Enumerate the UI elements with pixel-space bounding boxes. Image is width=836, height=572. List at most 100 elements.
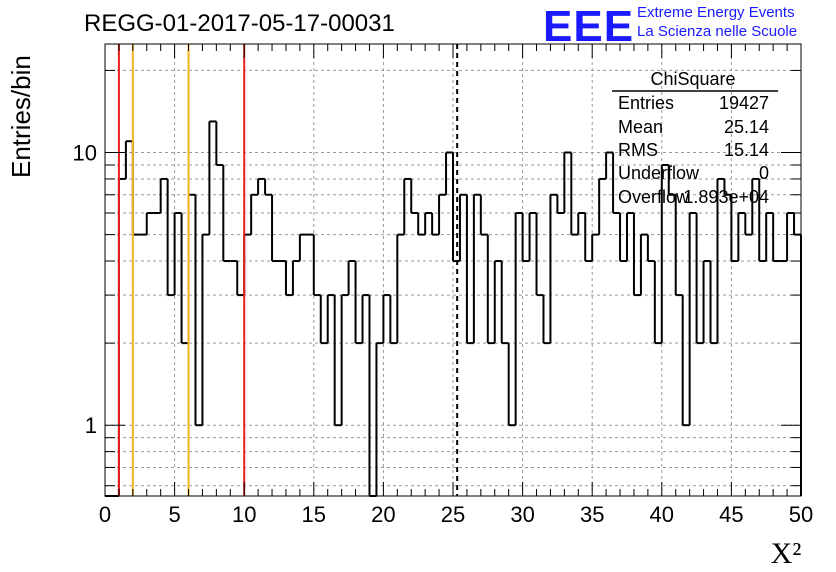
chart-title: REGG-01-2017-05-17-00031 [84, 10, 395, 37]
histogram-bar [354, 261, 363, 345]
histogram-bar [744, 213, 753, 236]
histogram-bar [472, 193, 481, 344]
marker-lines [117, 44, 459, 496]
histogram-bar [681, 295, 690, 427]
histogram-bar [730, 194, 739, 263]
x-tick-label: 30 [510, 502, 534, 527]
histogram-bar [786, 212, 795, 262]
histogram-bar [389, 295, 398, 345]
histogram-bar [737, 212, 746, 262]
histogram-bar [556, 194, 565, 215]
histogram-bar [431, 213, 440, 236]
histogram-bar [709, 261, 718, 345]
histogram-bar [507, 343, 516, 427]
histogram-bar [340, 294, 349, 426]
histogram-bar [145, 212, 154, 235]
histogram-bar [180, 213, 189, 345]
histogram-bar [375, 342, 384, 496]
x-tick-label: 45 [719, 502, 743, 527]
logo-caption-line2: La Scienza nelle Scuole [637, 23, 798, 40]
stats-title: ChiSquare [650, 69, 735, 89]
histogram-bar [284, 261, 293, 297]
histogram-bar [271, 194, 279, 263]
histogram-bar [591, 233, 600, 262]
histogram-bar [403, 177, 412, 235]
histogram-bar [319, 295, 328, 345]
stats-box: ChiSquare Entries 19427 Mean 25.14 RMS 1… [612, 69, 778, 207]
histogram-bar [612, 152, 621, 215]
histogram-bar [702, 260, 711, 344]
tick-labels: 0 5 10 15 20 25 30 35 40 45 50 1 10 [73, 141, 814, 527]
histogram-bar [438, 193, 447, 235]
histogram-bar [514, 212, 523, 426]
histogram-bar [549, 193, 558, 344]
histogram-bar [570, 152, 579, 236]
stats-value-underflow: 0 [759, 163, 769, 183]
axis-ticks [104, 44, 802, 496]
histogram-bar [187, 193, 196, 344]
x-tick-label: 10 [232, 502, 256, 527]
histogram-bar [333, 295, 342, 427]
histogram-bar [542, 295, 551, 345]
histogram-bar [347, 260, 356, 296]
histogram-bar [368, 295, 377, 497]
logo-caption-line1: Extreme Energy Events [637, 4, 795, 21]
histogram-bar [166, 178, 175, 297]
histogram-bar [382, 294, 391, 344]
histogram-bar [500, 261, 509, 345]
logo-caption: Extreme Energy Events La Scienza nelle S… [637, 3, 797, 41]
histogram-bar [626, 212, 634, 262]
histogram-bar [563, 151, 572, 214]
histogram-bar [201, 233, 210, 426]
histogram-bar [772, 213, 781, 263]
histogram-bar [131, 141, 140, 236]
stats-value-mean: 25.14 [724, 117, 769, 137]
histogram-bar [584, 213, 593, 263]
x-tick-label: 40 [650, 502, 674, 527]
histogram-bar [535, 213, 544, 297]
x-tick-label: 0 [99, 502, 111, 527]
x-tick-label: 5 [168, 502, 180, 527]
stats-label-entries: Entries [618, 93, 674, 113]
histogram-bar [215, 121, 224, 166]
histogram-bar [577, 212, 586, 235]
x-tick-label: 35 [580, 502, 604, 527]
histogram-bar [458, 193, 467, 262]
histogram-bar [117, 177, 126, 496]
y-axis-label: Entries/bin [6, 55, 36, 178]
stats-value-rms: 15.14 [724, 140, 769, 160]
y-tick-label: 1 [85, 413, 97, 438]
histogram-bar [159, 177, 168, 214]
histogram-bar [243, 233, 252, 296]
x-tick-label: 15 [302, 502, 326, 527]
histogram-bar [521, 213, 530, 263]
histogram-bar [674, 194, 683, 297]
x-axis-label: X² [771, 537, 802, 570]
histogram-bar [417, 213, 426, 236]
histogram-bar [291, 260, 300, 296]
histogram-bar [208, 120, 217, 235]
stats-value-entries: 19427 [719, 93, 769, 113]
histogram-bar [493, 260, 502, 344]
y-tick-label: 10 [73, 141, 97, 166]
histogram-bar [264, 178, 273, 196]
histogram-bar [465, 194, 474, 345]
histogram-bar [667, 164, 676, 196]
histogram-bar [361, 294, 370, 344]
histogram-bar [222, 164, 231, 263]
histogram-bar [424, 212, 433, 235]
histogram-bar [793, 213, 801, 236]
histogram-bar [653, 261, 662, 345]
histogram-bar [723, 178, 732, 196]
histogram-bar [445, 151, 453, 195]
histogram-bar [312, 234, 321, 297]
histogram-bar [605, 151, 614, 179]
stats-label-mean: Mean [618, 117, 663, 137]
x-tick-label: 25 [441, 502, 465, 527]
stats-value-overflow: 1.893e+04 [683, 187, 769, 207]
histogram-bar [173, 212, 182, 296]
histogram-bar [639, 233, 648, 296]
stats-label-rms: RMS [618, 140, 658, 160]
histogram-bar [619, 213, 627, 263]
